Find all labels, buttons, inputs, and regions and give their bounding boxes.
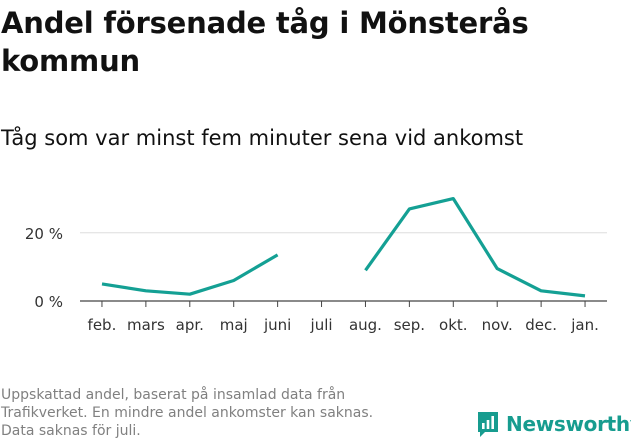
x-tick-label: sep.: [394, 316, 425, 334]
series-line: [364, 197, 586, 298]
newsworthy-logo-icon: [478, 412, 498, 437]
x-tick-label: juli: [310, 316, 333, 334]
x-tick-label: okt.: [439, 316, 468, 334]
footnote-line-2: Trafikverket. En mindre andel ankomster …: [1, 405, 374, 421]
x-tick-label: feb.: [88, 316, 117, 334]
x-tick-label: juni: [263, 316, 291, 334]
chart-subtitle: Tåg som var minst fem minuter sena vid a…: [1, 126, 524, 150]
y-tick-label: 20 %: [25, 225, 63, 243]
x-tick-label: mars: [127, 316, 165, 334]
footnote-line-3: Data saknas för juli.: [1, 423, 141, 439]
x-tick-label: jan.: [570, 316, 599, 334]
x-tick-label: dec.: [525, 316, 557, 334]
brand-name: Newsworthy: [506, 412, 631, 436]
footnote: Uppskattad andel, baserat på insamlad da…: [1, 386, 441, 440]
x-tick-label: nov.: [482, 316, 513, 334]
x-tick-label: aug.: [349, 316, 382, 334]
x-tick-label: apr.: [176, 316, 204, 334]
footnote-line-1: Uppskattad andel, baserat på insamlad da…: [1, 387, 346, 403]
x-tick-label: maj: [220, 316, 248, 334]
brand-logo: Newsworthy: [476, 409, 631, 439]
y-tick-label: 0 %: [34, 293, 63, 311]
series-line: [101, 253, 279, 296]
chart-title: Andel försenade tåg i Mönsterås kommun: [1, 6, 529, 78]
